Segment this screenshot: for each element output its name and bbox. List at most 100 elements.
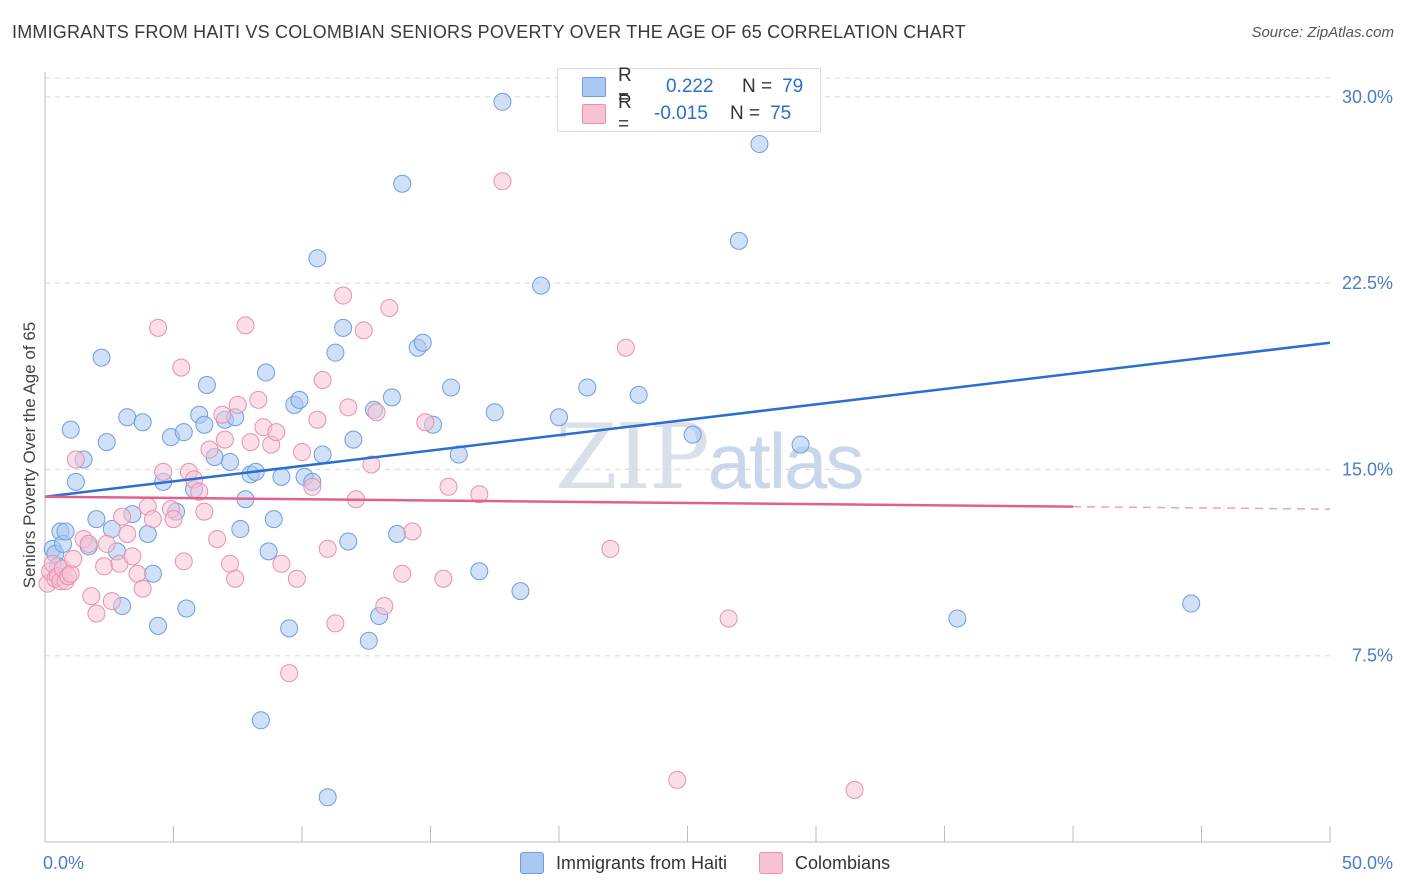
data-point-haiti [318,788,337,807]
legend-row-colombians: R = -0.015 N = 75 [582,92,792,135]
data-point-colombians [375,597,394,616]
data-point-haiti [359,631,378,650]
data-point-haiti [339,532,358,551]
y-tick-label: 7.5% [1352,646,1393,666]
data-point-colombians [493,172,512,191]
haiti-swatch [582,77,606,97]
data-point-colombians [249,390,268,409]
watermark: ZIPatlas [555,405,865,510]
source-label: Source: ZipAtlas.com [1251,24,1394,41]
x-tick-label-min: 0.0% [43,853,84,873]
data-point-haiti [493,92,512,111]
data-point-haiti [326,343,345,362]
data-point-haiti [791,435,810,454]
data-point-colombians [403,522,422,541]
data-point-colombians [95,557,114,576]
data-point-colombians [208,529,227,548]
data-point-haiti [729,231,748,250]
axes [44,72,1331,843]
data-point-haiti [251,711,270,730]
data-point-haiti [61,420,80,439]
trend-lines [44,341,1331,510]
data-point-colombians [66,450,85,469]
r-value-colombians: -0.015 [654,103,708,124]
data-point-haiti [290,390,309,409]
y-tick-label: 15.0% [1342,459,1393,479]
data-point-colombians [226,569,245,588]
data-point-haiti [550,408,568,427]
trend-line-haiti [44,341,1331,498]
series-colombians-points [38,172,864,799]
data-point-haiti [87,510,106,529]
data-point-haiti [257,363,276,382]
data-point-colombians [318,539,337,558]
data-point-haiti [413,333,432,352]
data-point-colombians [416,413,435,432]
data-point-haiti [948,609,967,628]
data-point-colombians [362,455,381,474]
data-point-colombians [61,564,80,583]
data-point-colombians [154,462,173,481]
n-value-colombians: 75 [770,103,792,124]
data-point-colombians [601,539,620,558]
trend-line-colombians-extrapolated [1072,505,1331,510]
data-point-colombians [123,547,142,566]
data-point-colombians [164,510,183,529]
data-point-haiti [177,599,196,618]
data-point-haiti [1182,594,1201,613]
legend-label-colombians: Colombians [795,852,891,873]
data-point-haiti [149,616,168,635]
haiti-swatch [520,852,544,874]
data-point-haiti [259,542,278,561]
data-point-haiti [442,378,461,397]
data-point-haiti [578,378,597,397]
data-point-haiti [133,413,152,432]
data-point-haiti [313,445,332,464]
data-point-haiti [393,174,412,193]
data-point-colombians [118,525,137,543]
watermark-zip: ZIP [555,405,710,510]
trend-line-colombians [44,495,1074,508]
data-point-colombians [97,534,116,553]
data-point-colombians [200,440,219,459]
n-label: N = [742,76,773,97]
tick-labels: 7.5% 15.0% 22.5% 30.0% 0.0% 50.0% [43,87,1393,873]
data-point-haiti [174,423,193,442]
y-tick-label: 30.0% [1342,87,1393,107]
data-point-colombians [236,316,255,335]
data-point-colombians [267,423,286,442]
data-point-colombians [172,358,191,377]
data-point-colombians [293,443,311,462]
data-point-colombians [149,318,168,337]
data-point-colombians [434,569,453,588]
data-point-colombians [174,552,193,571]
data-point-haiti [195,415,214,434]
data-point-haiti [470,562,489,581]
data-point-haiti [97,433,116,452]
data-point-colombians [64,549,83,568]
data-point-colombians [190,482,209,501]
data-point-colombians [668,770,687,789]
data-point-haiti [197,375,216,394]
data-point-colombians [616,338,635,357]
y-tick-label: 22.5% [1342,273,1393,293]
legend-label-haiti: Immigrants from Haiti [556,852,728,873]
data-point-haiti [308,249,327,268]
chart-title: IMMIGRANTS FROM HAITI VS COLOMBIAN SENIO… [12,22,966,42]
data-point-haiti [511,582,530,601]
n-label: N = [730,103,761,124]
legend-item-colombians[interactable]: Colombians [759,852,890,874]
r-label: R = [618,65,632,108]
data-point-colombians [133,579,152,598]
data-point-colombians [334,286,353,305]
data-point-haiti [264,510,283,529]
data-point-haiti [143,564,162,583]
data-point-colombians [272,554,291,573]
watermark-atlas: atlas [707,417,865,505]
colombians-swatch [759,852,784,874]
data-point-haiti [532,276,551,295]
legend-item-haiti[interactable]: Immigrants from Haiti [520,852,727,874]
colombians-swatch [582,104,606,124]
data-point-colombians [241,433,260,452]
